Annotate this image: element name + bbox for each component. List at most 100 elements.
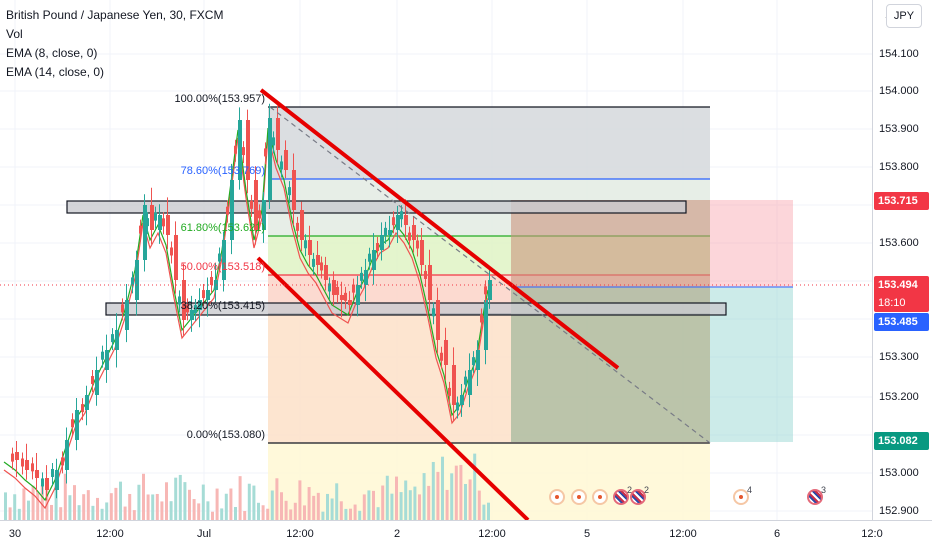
volume-bar: [160, 501, 164, 520]
event-count: 4: [747, 485, 753, 495]
candle-body: [352, 284, 355, 293]
volume-bar: [243, 511, 247, 520]
volume-bar: [362, 494, 366, 520]
event-count: 2: [627, 485, 633, 495]
volume-bar: [119, 481, 122, 520]
candle-body: [65, 440, 69, 470]
candle-body: [51, 468, 54, 477]
volume-bar: [464, 483, 467, 520]
time-tick: 6: [773, 528, 781, 540]
event-flag-icon[interactable]: [630, 489, 646, 505]
candle-body: [288, 187, 291, 196]
candle-body: [115, 330, 119, 350]
candle-body: [25, 460, 29, 470]
volume-bar: [22, 488, 26, 520]
price-tick: 153.900: [879, 123, 919, 135]
event-flag-icon[interactable]: [613, 489, 629, 505]
volume-bar: [82, 494, 86, 520]
volume-bar: [358, 510, 362, 520]
position-overlap-zone: [511, 200, 710, 442]
volume-bar: [381, 485, 385, 520]
volume-bar: [454, 465, 458, 520]
volume-bar: [96, 497, 99, 520]
price-tick: 154.000: [879, 85, 919, 97]
time-tick: 5: [583, 528, 591, 540]
volume-bar: [473, 453, 477, 520]
candle-body: [166, 215, 170, 235]
volume-bar: [298, 480, 302, 520]
event-dot-icon[interactable]: [733, 489, 749, 505]
volume-bar: [151, 494, 155, 520]
fib-level-label: 100.00%(153.957): [174, 93, 265, 105]
candle-body: [41, 478, 44, 487]
candle-body: [320, 262, 323, 271]
legend-ema-14[interactable]: EMA (14, close, 0): [6, 65, 105, 79]
position-stop-zone: [511, 200, 793, 287]
legend-ema-8[interactable]: EMA (8, close, 0): [6, 46, 98, 60]
event-dot-icon[interactable]: [549, 489, 565, 505]
volume-bar: [459, 464, 463, 520]
candle-body: [480, 314, 483, 323]
volume-bar: [335, 483, 339, 520]
volume-bar: [132, 510, 136, 520]
candle-body: [45, 478, 49, 490]
bar-countdown: 18:10: [874, 294, 929, 312]
legend-symbol[interactable]: British Pound / Japanese Yen, 30, FXCM: [6, 8, 224, 22]
volume-bar: [238, 476, 242, 520]
candle-body: [324, 265, 328, 280]
candle-body: [230, 180, 234, 240]
volume-bar: [353, 504, 357, 520]
candle-body: [312, 258, 315, 267]
volume-bar: [100, 508, 104, 520]
candle-body: [456, 402, 459, 411]
volume-bar: [339, 501, 343, 520]
candle-body: [284, 150, 288, 170]
candle-body: [125, 300, 129, 330]
volume-bar: [59, 507, 63, 520]
candle-body: [31, 463, 34, 472]
candle-body: [276, 118, 280, 150]
candle-body: [246, 120, 250, 180]
fib-trend-line: [269, 106, 711, 444]
candle-body: [111, 334, 114, 343]
time-tick: 12:00: [96, 528, 124, 540]
volume-bar: [229, 488, 233, 520]
volume-bar: [280, 492, 283, 520]
price-axis[interactable]: 15 JPY 154.100 154.000 153.900 153.800 1…: [872, 0, 932, 520]
currency-button[interactable]: JPY: [886, 4, 922, 28]
event-dot-icon[interactable]: [592, 489, 608, 505]
volume-bar: [431, 461, 435, 520]
legend-volume[interactable]: Vol: [6, 27, 23, 41]
event-dot-icon[interactable]: [571, 489, 587, 505]
volume-bar: [128, 493, 132, 520]
volume-bar: [105, 502, 109, 520]
volume-bar: [206, 501, 210, 520]
volume-bar: [312, 495, 316, 520]
event-flag-icon[interactable]: [807, 489, 823, 505]
candle-body: [472, 357, 475, 366]
candle-body: [476, 350, 480, 370]
candle-body: [308, 240, 312, 255]
candle-body: [464, 376, 467, 385]
last-price-badge: 153.494: [874, 276, 929, 294]
candle-body: [21, 458, 24, 467]
chart-canvas[interactable]: [0, 0, 872, 520]
candle-body: [143, 205, 147, 260]
fib-level-label: 0.00%(153.080): [186, 429, 265, 441]
candle-body: [186, 304, 189, 313]
price-tick: 152.900: [879, 505, 919, 517]
candle-body: [218, 253, 221, 262]
candle-body: [206, 290, 210, 300]
candle-body: [344, 292, 347, 301]
chart-area[interactable]: [0, 0, 872, 520]
volume-bar: [321, 511, 325, 520]
time-axis[interactable]: 30 12:00 Jul 12:00 2 12:00 5 12:00 6 12:…: [0, 520, 932, 551]
candle-body: [412, 225, 416, 240]
candle-body: [368, 253, 371, 262]
volume-bar: [17, 508, 21, 520]
candle-body: [316, 255, 320, 265]
volume-bar: [284, 500, 288, 520]
volume-bar: [385, 475, 389, 520]
candle-body: [95, 370, 99, 395]
candle-body: [484, 286, 487, 295]
